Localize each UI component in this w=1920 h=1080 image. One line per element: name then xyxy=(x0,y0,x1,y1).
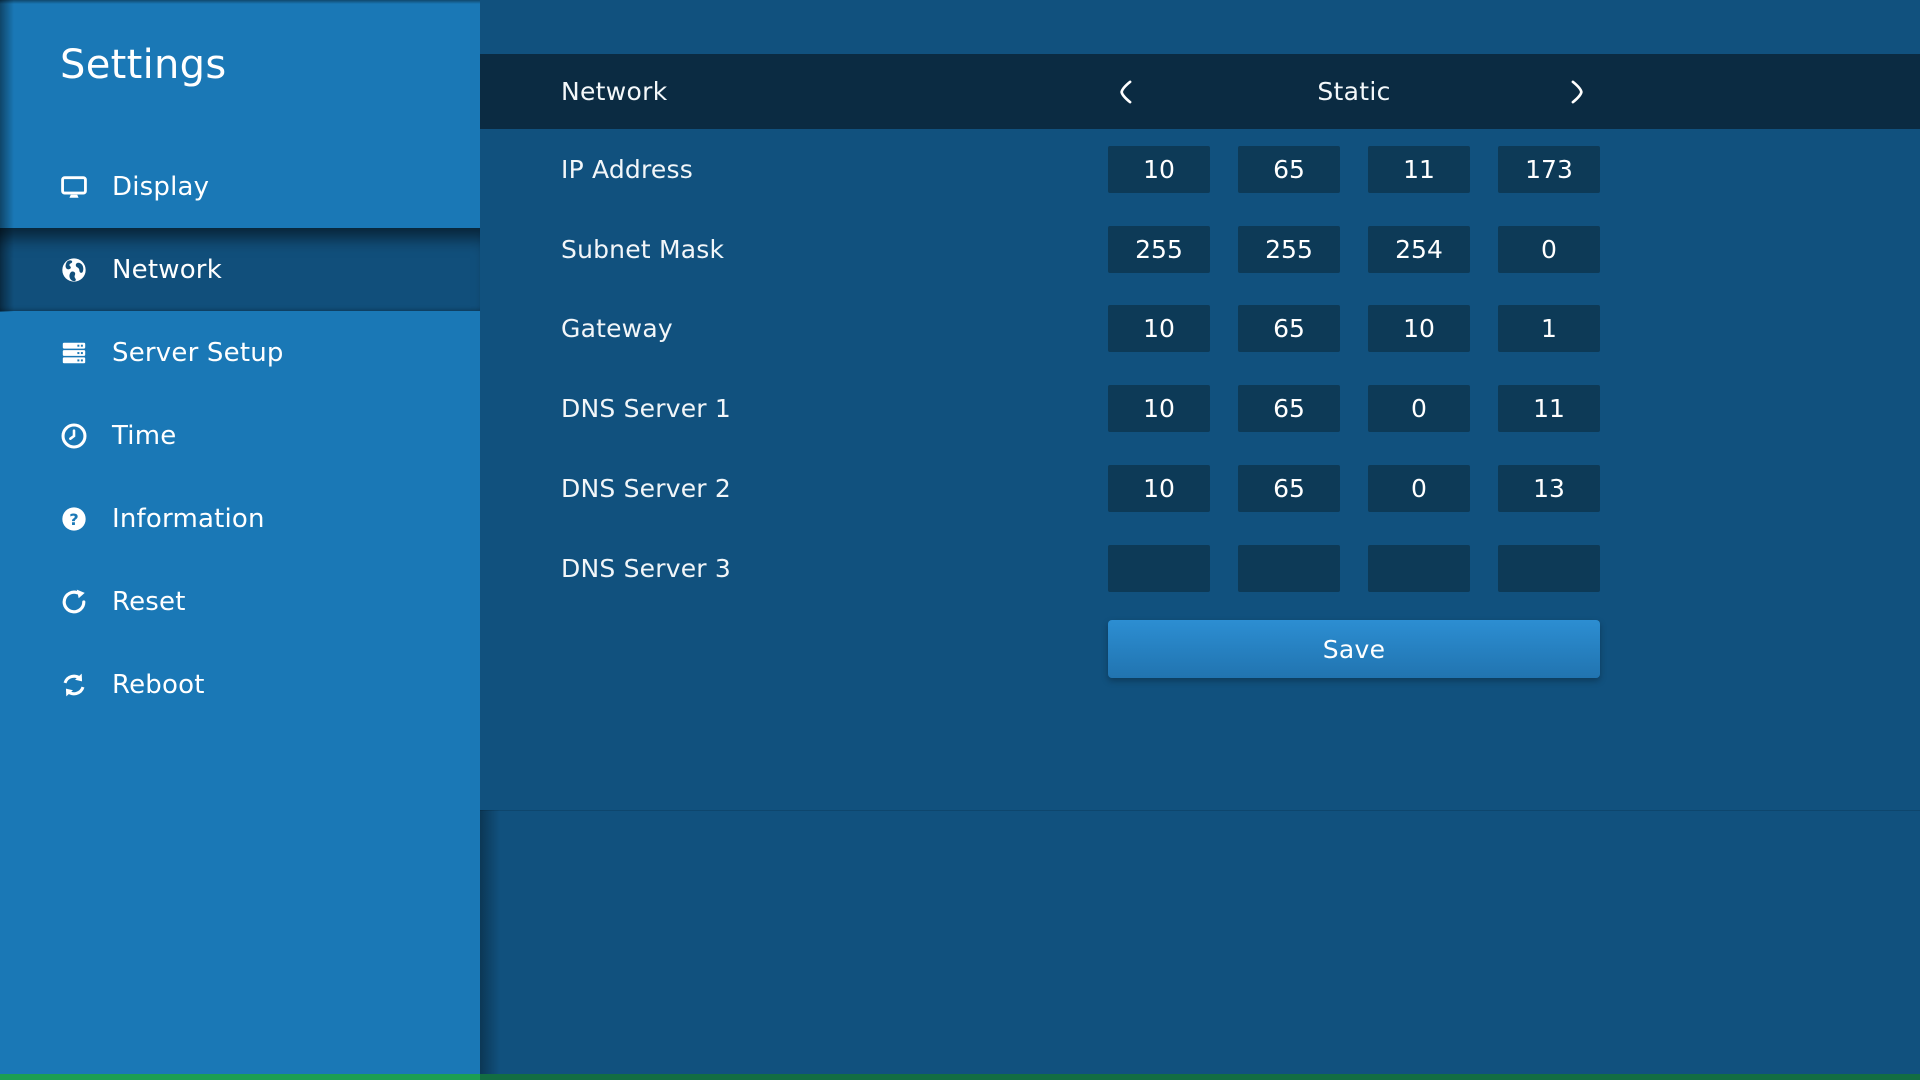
octet-input[interactable]: 11 xyxy=(1498,385,1600,432)
octet-input[interactable]: 65 xyxy=(1238,305,1340,352)
octet-input[interactable] xyxy=(1238,545,1340,592)
form-row-gateway: Gateway 10 65 10 1 xyxy=(480,305,1920,352)
sidebar-shadow xyxy=(480,810,500,1074)
octet-input[interactable]: 0 xyxy=(1368,385,1470,432)
octet-input[interactable]: 65 xyxy=(1238,385,1340,432)
sidebar-nav: Display Network xyxy=(0,145,480,726)
sidebar-item-label: Reboot xyxy=(112,669,205,700)
chevron-left-icon xyxy=(1116,73,1134,111)
field-label: DNS Server 1 xyxy=(561,394,732,423)
octet-input[interactable]: 255 xyxy=(1238,226,1340,273)
globe-icon xyxy=(60,256,88,284)
sidebar-item-label: Reset xyxy=(112,586,186,617)
octet-input[interactable] xyxy=(1108,545,1210,592)
form-row-dns-server-2: DNS Server 2 10 65 0 13 xyxy=(480,465,1920,512)
form-row-dns-server-1: DNS Server 1 10 65 0 11 xyxy=(480,385,1920,432)
sidebar-item-reboot[interactable]: Reboot xyxy=(0,643,480,726)
octet-input[interactable]: 254 xyxy=(1368,226,1470,273)
octet-input[interactable]: 0 xyxy=(1368,465,1470,512)
sidebar-item-reset[interactable]: Reset xyxy=(0,560,480,643)
footer-bar-right xyxy=(480,1074,1920,1080)
sidebar-top-shadow xyxy=(0,0,480,4)
sidebar: Settings Display xyxy=(0,0,480,1080)
form-row-ip-address: IP Address 10 65 11 173 xyxy=(480,146,1920,193)
octet-input[interactable]: 10 xyxy=(1368,305,1470,352)
octet-input[interactable]: 10 xyxy=(1108,305,1210,352)
sidebar-item-label: Server Setup xyxy=(112,337,284,368)
reset-icon xyxy=(60,588,88,616)
octet-input[interactable] xyxy=(1498,545,1600,592)
octet-input[interactable]: 10 xyxy=(1108,385,1210,432)
field-label: Gateway xyxy=(561,314,673,343)
content-bottom-seam xyxy=(480,810,1920,811)
octet-input[interactable]: 0 xyxy=(1498,226,1600,273)
sidebar-item-label: Network xyxy=(112,254,222,285)
octet-input[interactable]: 255 xyxy=(1108,226,1210,273)
octet-input[interactable]: 173 xyxy=(1498,146,1600,193)
octet-input[interactable]: 1 xyxy=(1498,305,1600,352)
field-label: IP Address xyxy=(561,155,693,184)
field-label: DNS Server 3 xyxy=(561,554,732,583)
octet-input[interactable]: 65 xyxy=(1238,465,1340,512)
prev-option-button[interactable] xyxy=(1102,54,1148,129)
server-icon xyxy=(60,339,88,367)
octet-input[interactable]: 13 xyxy=(1498,465,1600,512)
sidebar-item-server-setup[interactable]: Server Setup xyxy=(0,311,480,394)
octet-input[interactable]: 65 xyxy=(1238,146,1340,193)
field-label: Subnet Mask xyxy=(561,235,725,264)
octet-input[interactable]: 10 xyxy=(1108,465,1210,512)
next-option-button[interactable] xyxy=(1555,54,1601,129)
network-mode-value: Static xyxy=(1317,77,1391,106)
form-row-subnet-mask: Subnet Mask 255 255 254 0 xyxy=(480,226,1920,273)
display-icon xyxy=(60,173,88,201)
octet-input[interactable] xyxy=(1368,545,1470,592)
sidebar-item-label: Time xyxy=(112,420,177,451)
sidebar-item-network[interactable]: Network xyxy=(0,228,480,311)
content-header: Network Static xyxy=(480,54,1920,129)
chevron-right-icon xyxy=(1569,73,1587,111)
sidebar-item-label: Information xyxy=(112,503,265,534)
question-circle-icon: ? xyxy=(60,505,88,533)
sidebar-item-information[interactable]: ? Information xyxy=(0,477,480,560)
octet-input[interactable]: 10 xyxy=(1108,146,1210,193)
page-title: Network xyxy=(561,77,668,106)
save-button[interactable]: Save xyxy=(1108,620,1600,678)
form-row-dns-server-3: DNS Server 3 xyxy=(480,545,1920,592)
field-label: DNS Server 2 xyxy=(561,474,732,503)
clock-icon xyxy=(60,422,88,450)
sidebar-item-label: Display xyxy=(112,171,210,202)
sidebar-item-time[interactable]: Time xyxy=(0,394,480,477)
footer-bar-left xyxy=(0,1074,480,1080)
sidebar-item-display[interactable]: Display xyxy=(0,145,480,228)
svg-text:?: ? xyxy=(69,509,78,528)
octet-input[interactable]: 11 xyxy=(1368,146,1470,193)
sidebar-title: Settings xyxy=(60,42,227,88)
main-panel: Network Static IP Address 10 xyxy=(480,0,1920,1080)
reboot-icon xyxy=(60,671,88,699)
